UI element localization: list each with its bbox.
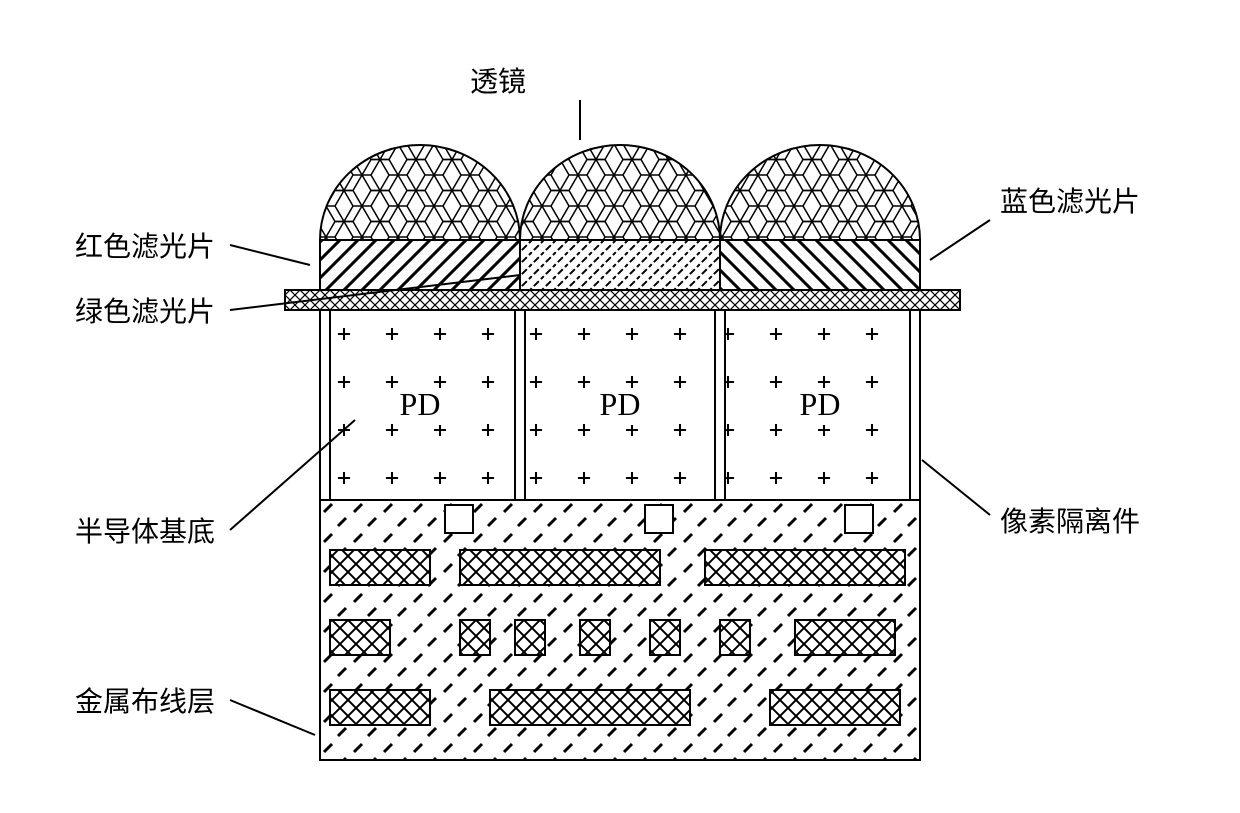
label-blue-filter: 蓝色滤光片 bbox=[1000, 180, 1140, 220]
svg-text:PD: PD bbox=[400, 386, 441, 422]
label-substrate: 半导体基底 bbox=[75, 510, 215, 550]
diagram-svg: PD PD PD bbox=[20, 20, 1240, 793]
svg-text:PD: PD bbox=[800, 386, 841, 422]
label-isolation: 像素隔离件 bbox=[1000, 500, 1140, 540]
label-green-filter: 绿色滤光片 bbox=[75, 290, 215, 330]
svg-text:PD: PD bbox=[600, 386, 641, 422]
label-red-filter: 红色滤光片 bbox=[75, 225, 215, 265]
label-wiring: 金属布线层 bbox=[75, 680, 215, 720]
diagram-canvas: PDPDPD 透镜 红色滤光片 绿色滤光片 蓝色滤光片 半导体基底 金属布线层 … bbox=[20, 20, 1240, 793]
label-lens: 透镜 bbox=[470, 60, 526, 100]
